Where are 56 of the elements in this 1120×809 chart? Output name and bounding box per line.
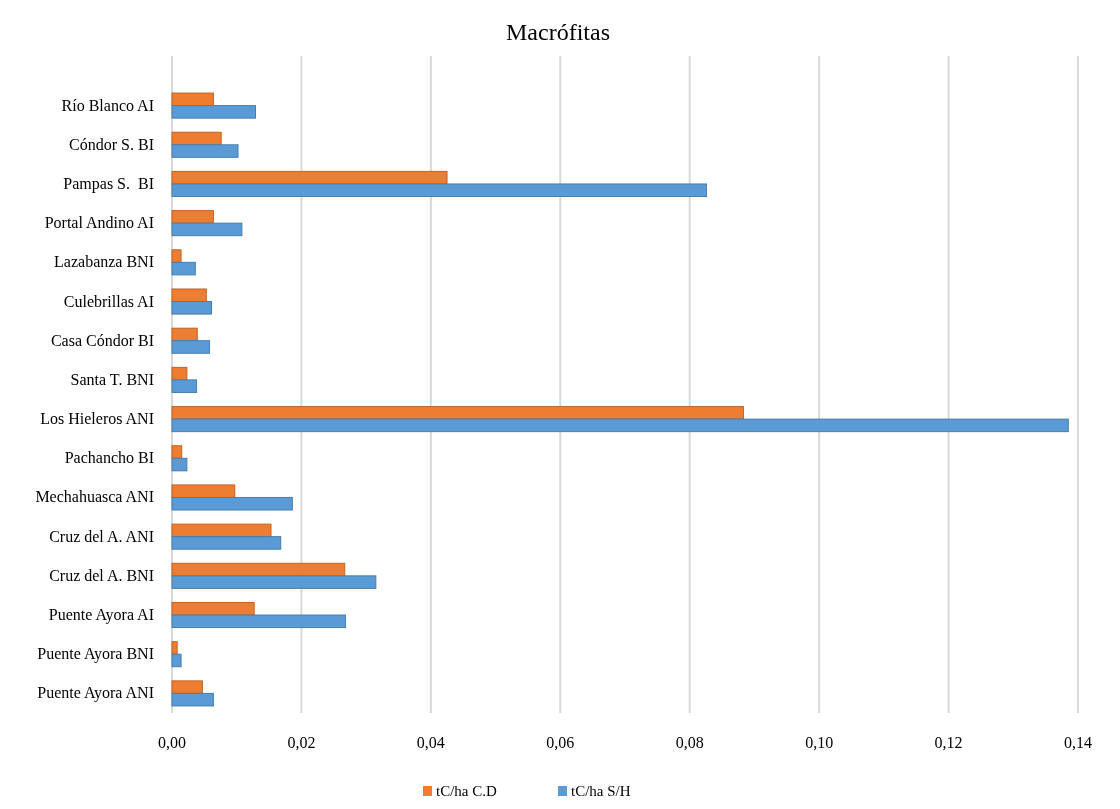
- y-tick-label: Cruz del A. ANI: [49, 527, 154, 545]
- bar: [171, 457, 188, 472]
- bar: [171, 144, 239, 158]
- y-tick-label: Lazabanza BNI: [54, 253, 154, 271]
- bar: [171, 210, 214, 224]
- bar: [171, 92, 214, 107]
- bar: [171, 340, 211, 354]
- y-tick-label: Portal Andino AI: [44, 214, 154, 232]
- chart-title: Macrófitas: [506, 19, 610, 45]
- bar: [171, 183, 708, 198]
- x-tick-label: 0,08: [675, 734, 704, 751]
- bar: [171, 379, 198, 393]
- bar: [171, 301, 212, 315]
- bar: [171, 327, 198, 342]
- bar: [171, 445, 183, 459]
- bar: [171, 692, 214, 707]
- bar: [171, 523, 272, 538]
- bar: [171, 653, 182, 668]
- bar: [171, 641, 178, 655]
- bar: [171, 601, 255, 616]
- y-tick-label: Cóndor S. BI: [69, 135, 154, 153]
- bar: [171, 484, 236, 498]
- y-tick-label: Pachancho BI: [64, 449, 154, 467]
- bar: [171, 105, 256, 119]
- y-tick-label: Puente Ayora ANI: [37, 684, 154, 703]
- x-tick-label: 0,00: [158, 734, 186, 751]
- x-tick-label: 0,02: [287, 734, 316, 751]
- y-tick-label: Casa Cóndor BI: [50, 331, 154, 349]
- bar: [171, 496, 293, 511]
- y-tick-label: Los Hieleros ANI: [40, 410, 154, 428]
- x-tick-label: 0,14: [1064, 734, 1092, 751]
- bar: [171, 614, 346, 629]
- legend-label: tC/ha C.D: [436, 783, 497, 799]
- bar: [171, 261, 196, 276]
- x-tick-label: 0,10: [805, 734, 834, 751]
- x-tick-label: 0,04: [416, 734, 445, 751]
- x-tick-label: 0,12: [934, 734, 963, 751]
- bar: [171, 418, 1069, 433]
- y-tick-label: Mechahuasca ANI: [35, 488, 154, 506]
- y-tick-label: Santa T. BNI: [70, 370, 154, 388]
- y-tick-label: Pampas S. BI: [63, 174, 154, 193]
- bar: [171, 575, 377, 589]
- y-tick-label: Río Blanco AI: [61, 96, 154, 114]
- y-tick-label: Puente Ayora AI: [48, 606, 154, 625]
- y-tick-label: Culebrillas AI: [63, 292, 154, 310]
- bar: [171, 680, 203, 694]
- y-tick-label: Puente Ayora BNI: [37, 645, 154, 664]
- x-tick-label: 0,06: [546, 734, 575, 751]
- bar: [171, 536, 282, 550]
- bar: [171, 249, 182, 263]
- bar: [171, 222, 243, 237]
- bar: [171, 288, 207, 303]
- bar: [171, 131, 222, 146]
- legend-label: tC/ha S/H: [571, 783, 631, 799]
- bar: [171, 366, 188, 381]
- y-tick-label: Cruz del A. BNI: [49, 566, 154, 584]
